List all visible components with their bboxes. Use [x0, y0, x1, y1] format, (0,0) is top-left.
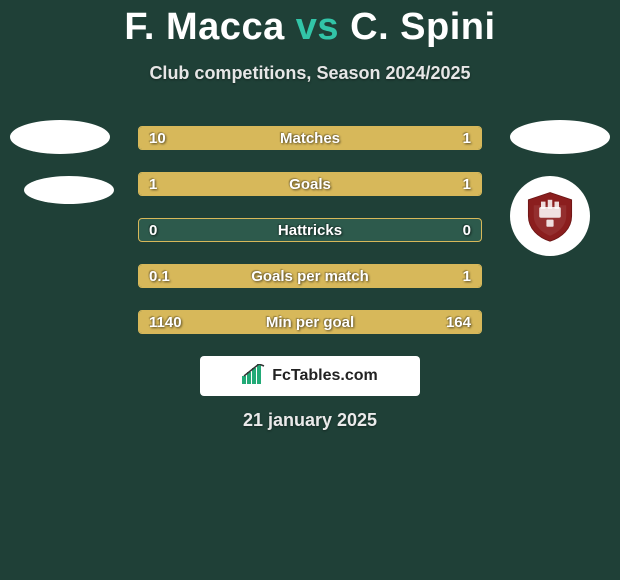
- value-right: 1: [463, 265, 471, 287]
- stat-row: 1Goals1: [138, 172, 482, 196]
- comparison-rows: 10Matches11Goals10Hattricks00.1Goals per…: [138, 126, 482, 356]
- left-club-logo-placeholder-1: [10, 120, 110, 154]
- stat-row: 0Hattricks0: [138, 218, 482, 242]
- trapani-crest-icon: [520, 186, 580, 246]
- stat-row: 0.1Goals per match1: [138, 264, 482, 288]
- value-right: 1: [463, 127, 471, 149]
- stat-row: 10Matches1: [138, 126, 482, 150]
- value-right: 1: [463, 173, 471, 195]
- player-2-name: C. Spini: [350, 6, 495, 48]
- right-club-logo-placeholder-1: [510, 120, 610, 154]
- snapshot-date: 21 january 2025: [0, 410, 620, 431]
- fctables-icon: [242, 364, 266, 389]
- metric-label: Goals per match: [139, 265, 481, 287]
- vs-separator: vs: [296, 6, 339, 48]
- left-club-logo-placeholder-2: [24, 176, 114, 204]
- value-right: 164: [446, 311, 471, 333]
- metric-label: Goals: [139, 173, 481, 195]
- metric-label: Min per goal: [139, 311, 481, 333]
- player-1-name: F. Macca: [124, 6, 284, 48]
- fctables-label: FcTables.com: [272, 367, 378, 385]
- metric-label: Matches: [139, 127, 481, 149]
- page-title: F. Macca vs C. Spini: [0, 0, 620, 49]
- fctables-badge: FcTables.com: [200, 356, 420, 396]
- stat-row: 1140Min per goal164: [138, 310, 482, 334]
- right-club-logo-trapani: [510, 176, 590, 256]
- value-right: 0: [463, 219, 471, 241]
- metric-label: Hattricks: [139, 219, 481, 241]
- subtitle: Club competitions, Season 2024/2025: [0, 63, 620, 84]
